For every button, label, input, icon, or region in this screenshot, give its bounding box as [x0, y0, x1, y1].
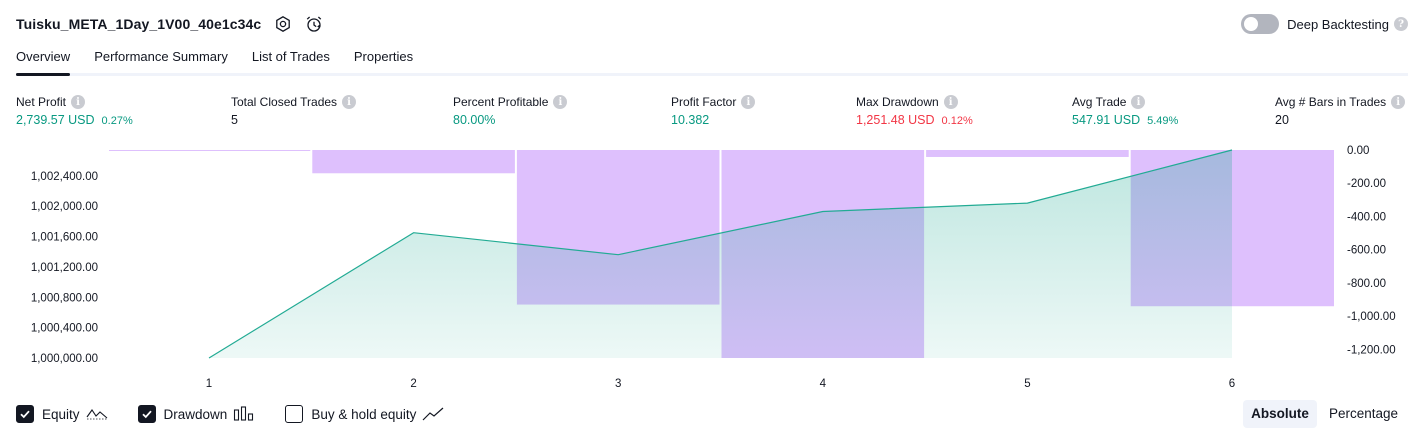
- chart-legend: Equity Drawdown Buy & hold equity: [16, 403, 474, 425]
- legend-label: Drawdown: [163, 406, 228, 422]
- checkmark-icon: [20, 410, 30, 419]
- metric-percent: 0.27%: [101, 115, 133, 127]
- metric-percent: 5.49%: [1147, 115, 1179, 127]
- value-mode-switch: Absolute Percentage: [1239, 400, 1406, 428]
- metric-net-profit: Net Profit i 2,739.57 USD 0.27%: [16, 94, 133, 129]
- alarm-clock-icon[interactable]: [305, 15, 323, 33]
- drawdown-bar[interactable]: [109, 150, 311, 151]
- metric-avg-trade: Avg Trade i 547.91 USD 5.49%: [1072, 94, 1178, 129]
- metric-label: Profit Factor: [671, 95, 737, 109]
- legend-label: Equity: [42, 406, 80, 422]
- right-axis-tick-label: -800.00: [1347, 278, 1386, 290]
- drawdown-checkbox[interactable]: [137, 405, 156, 423]
- absolute-button[interactable]: Absolute: [1243, 400, 1317, 428]
- metric-label: Net Profit: [16, 95, 67, 109]
- right-axis-tick-label: -1,200.00: [1347, 344, 1396, 356]
- x-axis-tick-label: 3: [615, 378, 621, 390]
- info-icon[interactable]: i: [553, 95, 568, 109]
- left-axis-tick-label: 1,001,600.00: [31, 232, 98, 244]
- right-axis-tick-label: -400.00: [1347, 211, 1386, 223]
- left-axis-tick-label: 1,002,400.00: [31, 171, 98, 183]
- tab-overview[interactable]: Overview: [16, 46, 71, 76]
- right-axis-tick-label: -200.00: [1347, 178, 1386, 190]
- tab-properties[interactable]: Properties: [353, 49, 414, 64]
- legend-drawdown[interactable]: Drawdown: [137, 405, 256, 423]
- metric-label: Total Closed Trades: [231, 95, 338, 109]
- metric-value: 10.382: [671, 113, 710, 127]
- left-axis-tick-label: 1,002,000.00: [31, 201, 98, 213]
- info-icon[interactable]: ?: [1394, 17, 1408, 31]
- metric-value: 1,251.48 USD: [856, 113, 935, 127]
- equity-checkbox[interactable]: [16, 405, 34, 423]
- deep-backtesting-label: Deep Backtesting: [1287, 16, 1389, 32]
- buy-hold-line-icon: [422, 405, 444, 423]
- metric-total-closed-trades: Total Closed Trades i 5: [231, 94, 357, 129]
- drawdown-bars-icon: [233, 405, 255, 423]
- legend-label: Buy & hold equity: [311, 406, 417, 422]
- metric-avg-bars-in-trades: Avg # Bars in Trades i 20: [1275, 94, 1406, 129]
- metric-label: Avg Trade: [1072, 95, 1127, 109]
- buy-hold-checkbox[interactable]: [285, 405, 304, 423]
- x-axis-tick-label: 6: [1229, 378, 1235, 390]
- x-axis-tick-label: 4: [820, 378, 827, 390]
- metric-value: 5: [231, 113, 238, 127]
- left-axis-tick-label: 1,001,200.00: [31, 262, 98, 274]
- info-icon[interactable]: i: [342, 95, 357, 109]
- tab-performance-summary[interactable]: Performance Summary: [94, 49, 228, 64]
- settings-gear-icon[interactable]: [274, 15, 292, 33]
- strategy-title: Tuisku_META_1Day_1V00_40e1c34c: [16, 16, 262, 32]
- right-axis-tick-label: -1,000.00: [1347, 311, 1396, 323]
- percentage-button[interactable]: Percentage: [1328, 406, 1398, 421]
- chart-svg: 1,000,000.00 1,000,400.00 1,000,800.00 1,00…: [31, 145, 1396, 390]
- checkmark-icon: [141, 410, 152, 419]
- drawdown-bar[interactable]: [926, 150, 1129, 157]
- left-axis-tick-label: 1,000,800.00: [31, 292, 98, 304]
- toggle-knob: [1244, 17, 1259, 31]
- info-icon[interactable]: i: [741, 95, 756, 109]
- tabs-divider: [16, 73, 1408, 76]
- info-icon[interactable]: i: [943, 95, 958, 109]
- right-axis-tick-label: -600.00: [1347, 245, 1386, 257]
- metric-max-drawdown: Max Drawdown i 1,251.48 USD 0.12%: [856, 94, 973, 129]
- x-axis-tick-label: 1: [206, 378, 212, 390]
- x-axis-tick-label: 2: [410, 378, 416, 390]
- info-icon[interactable]: i: [71, 95, 86, 109]
- tab-list-of-trades[interactable]: List of Trades: [251, 49, 330, 64]
- metric-value: 2,739.57 USD: [16, 113, 95, 127]
- metric-percent: 0.12%: [941, 115, 973, 127]
- title-bar: Tuisku_META_1Day_1V00_40e1c34c: [16, 12, 323, 36]
- left-axis-tick-label: 1,000,000.00: [31, 353, 98, 365]
- equity-line-icon: [86, 405, 108, 423]
- equity-area: [209, 150, 1232, 358]
- right-axis-tick-label: 0.00: [1347, 145, 1369, 157]
- equity-drawdown-chart[interactable]: 1,000,000.00 1,000,400.00 1,000,800.00 1,00…: [0, 140, 1424, 400]
- equity-line[interactable]: [208, 149, 1233, 359]
- deep-backtesting-control: Deep Backtesting ?: [1241, 13, 1408, 35]
- legend-buy-hold-equity[interactable]: Buy & hold equity: [285, 405, 444, 423]
- x-axis-tick-label: 5: [1024, 378, 1030, 390]
- tab-bar: Overview Performance Summary List of Tra…: [16, 46, 437, 76]
- legend-equity[interactable]: Equity: [16, 405, 108, 423]
- deep-backtesting-toggle[interactable]: [1241, 14, 1280, 34]
- metric-value: 20: [1275, 113, 1289, 127]
- metric-percent-profitable: Percent Profitable i 80.00%: [453, 94, 568, 129]
- metric-profit-factor: Profit Factor i 10.382: [671, 94, 756, 129]
- info-icon[interactable]: i: [1391, 95, 1406, 109]
- left-axis-tick-label: 1,000,400.00: [31, 323, 98, 335]
- metric-label: Avg # Bars in Trades: [1275, 95, 1387, 109]
- info-icon[interactable]: i: [1131, 95, 1146, 109]
- metric-label: Percent Profitable: [453, 95, 549, 109]
- metric-label: Max Drawdown: [856, 95, 939, 109]
- metrics-row: Net Profit i 2,739.57 USD 0.27% Total Clos…: [16, 94, 1408, 130]
- metric-value: 547.91 USD: [1072, 113, 1141, 127]
- metric-value: 80.00%: [453, 113, 496, 127]
- drawdown-bar[interactable]: [312, 150, 515, 174]
